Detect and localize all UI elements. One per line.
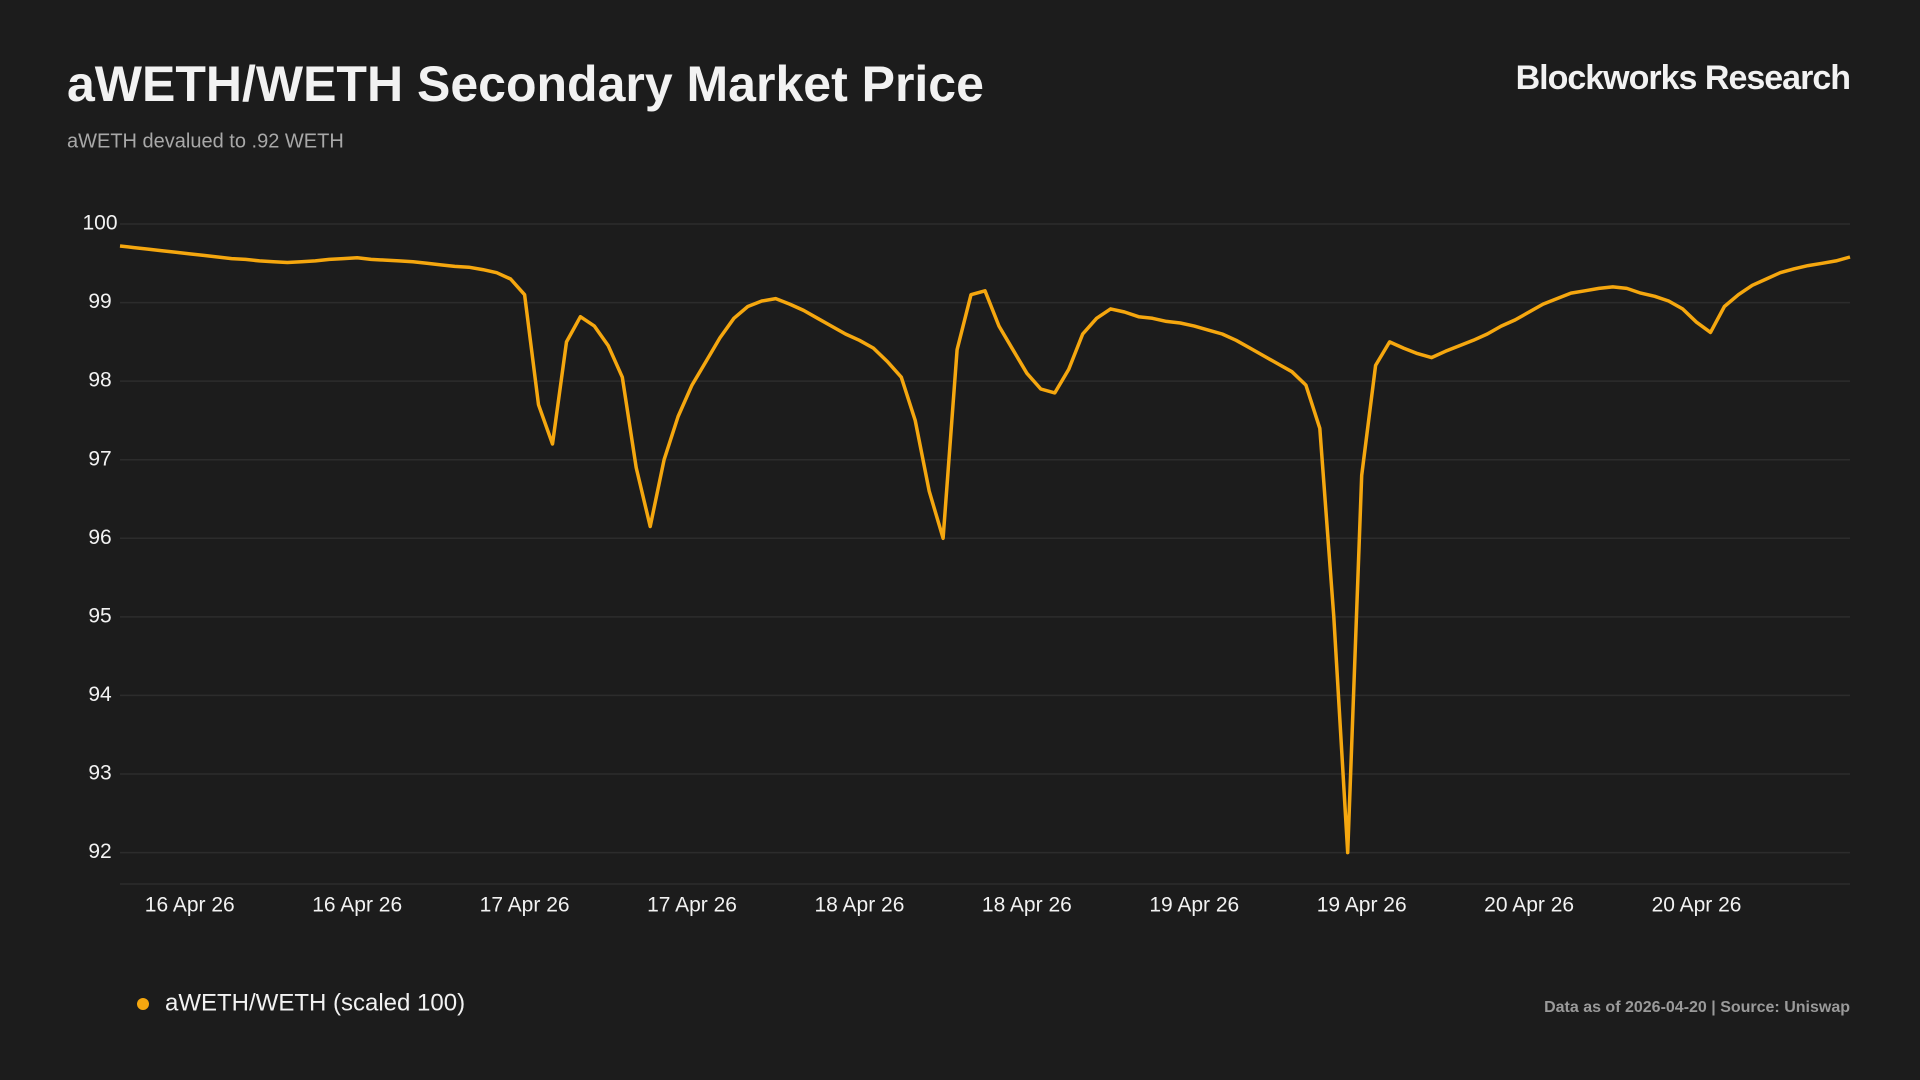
y-tick-label: 100 — [82, 212, 117, 235]
x-tick-label: 16 Apr 26 — [145, 894, 235, 917]
y-tick-label: 95 — [88, 604, 111, 627]
y-tick-label: 96 — [88, 526, 111, 549]
legend-label: aWETH/WETH (scaled 100) — [165, 989, 465, 1016]
x-tick-label: 18 Apr 26 — [982, 894, 1072, 917]
y-tick-label: 97 — [88, 447, 111, 470]
x-tick-label: 20 Apr 26 — [1652, 894, 1742, 917]
x-tick-label: 16 Apr 26 — [312, 894, 402, 917]
brand: Blockworks Research — [1516, 59, 1850, 97]
x-tick-label: 18 Apr 26 — [814, 894, 904, 917]
y-tick-label: 93 — [88, 762, 111, 785]
y-tick-label: 94 — [88, 683, 112, 706]
chart-subtitle: aWETH devalued to .92 WETH — [67, 130, 344, 152]
y-tick-label: 99 — [88, 290, 111, 313]
y-tick-label: 92 — [88, 840, 111, 863]
legend-marker — [137, 998, 149, 1010]
x-tick-label: 17 Apr 26 — [480, 894, 570, 917]
y-tick-label: 98 — [88, 369, 111, 392]
line-series — [119, 244, 1851, 855]
x-tick-label: 19 Apr 26 — [1317, 894, 1407, 917]
x-tick-label: 19 Apr 26 — [1149, 894, 1239, 917]
source-note: Data as of 2026-04-20 | Source: Uniswap — [1544, 999, 1850, 1016]
x-tick-label: 20 Apr 26 — [1484, 894, 1574, 917]
chart-title: aWETH/WETH Secondary Market Price — [67, 56, 984, 112]
x-tick-label: 17 Apr 26 — [647, 894, 737, 917]
